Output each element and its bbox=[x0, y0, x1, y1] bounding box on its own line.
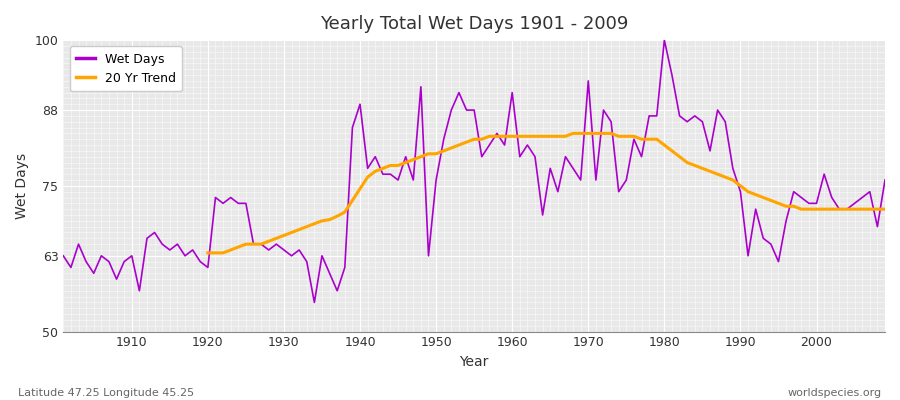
20 Yr Trend bbox=[293, 227, 304, 232]
Wet Days bbox=[507, 90, 517, 95]
Text: worldspecies.org: worldspecies.org bbox=[788, 388, 882, 398]
Wet Days bbox=[606, 119, 616, 124]
20 Yr Trend bbox=[879, 207, 890, 212]
20 Yr Trend bbox=[408, 157, 418, 162]
20 Yr Trend bbox=[202, 250, 213, 255]
Wet Days bbox=[58, 254, 68, 258]
Line: 20 Yr Trend: 20 Yr Trend bbox=[208, 133, 885, 253]
20 Yr Trend bbox=[857, 207, 868, 212]
Text: Latitude 47.25 Longitude 45.25: Latitude 47.25 Longitude 45.25 bbox=[18, 388, 194, 398]
Line: Wet Days: Wet Days bbox=[63, 40, 885, 302]
Legend: Wet Days, 20 Yr Trend: Wet Days, 20 Yr Trend bbox=[69, 46, 182, 91]
Title: Yearly Total Wet Days 1901 - 2009: Yearly Total Wet Days 1901 - 2009 bbox=[320, 15, 628, 33]
20 Yr Trend bbox=[788, 204, 799, 209]
Wet Days bbox=[309, 300, 320, 305]
Wet Days bbox=[119, 259, 130, 264]
Y-axis label: Wet Days: Wet Days bbox=[15, 153, 29, 219]
Wet Days bbox=[286, 254, 297, 258]
X-axis label: Year: Year bbox=[460, 355, 489, 369]
20 Yr Trend bbox=[682, 160, 693, 165]
Wet Days bbox=[515, 154, 526, 159]
Wet Days bbox=[339, 265, 350, 270]
Wet Days bbox=[659, 38, 670, 42]
20 Yr Trend bbox=[773, 201, 784, 206]
Wet Days bbox=[879, 178, 890, 182]
20 Yr Trend bbox=[568, 131, 579, 136]
